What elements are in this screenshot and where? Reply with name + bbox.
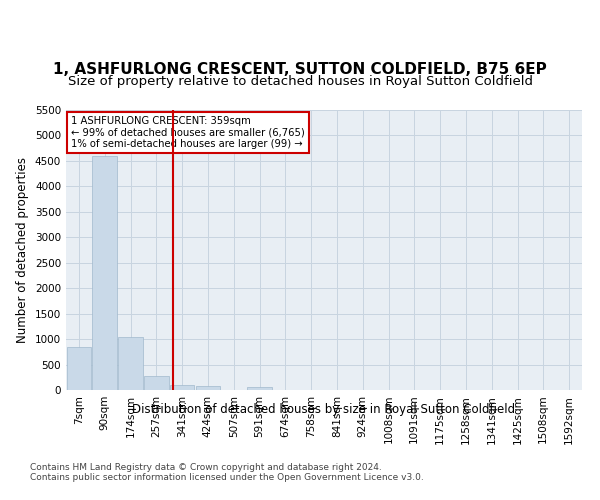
Bar — [196, 386, 220, 390]
Y-axis label: Number of detached properties: Number of detached properties — [16, 157, 29, 343]
Text: 1, ASHFURLONG CRESCENT, SUTTON COLDFIELD, B75 6EP: 1, ASHFURLONG CRESCENT, SUTTON COLDFIELD… — [53, 62, 547, 78]
Bar — [92, 156, 117, 390]
Bar — [247, 387, 272, 390]
Bar — [170, 386, 194, 390]
Text: Distribution of detached houses by size in Royal Sutton Coldfield: Distribution of detached houses by size … — [133, 402, 515, 415]
Text: Size of property relative to detached houses in Royal Sutton Coldfield: Size of property relative to detached ho… — [67, 74, 533, 88]
Bar — [67, 346, 91, 390]
Text: Contains HM Land Registry data © Crown copyright and database right 2024.: Contains HM Land Registry data © Crown c… — [30, 462, 382, 471]
Bar — [144, 376, 169, 390]
Text: Contains public sector information licensed under the Open Government Licence v3: Contains public sector information licen… — [30, 472, 424, 482]
Text: 1 ASHFURLONG CRESCENT: 359sqm
← 99% of detached houses are smaller (6,765)
1% of: 1 ASHFURLONG CRESCENT: 359sqm ← 99% of d… — [71, 116, 305, 149]
Bar — [118, 336, 143, 390]
